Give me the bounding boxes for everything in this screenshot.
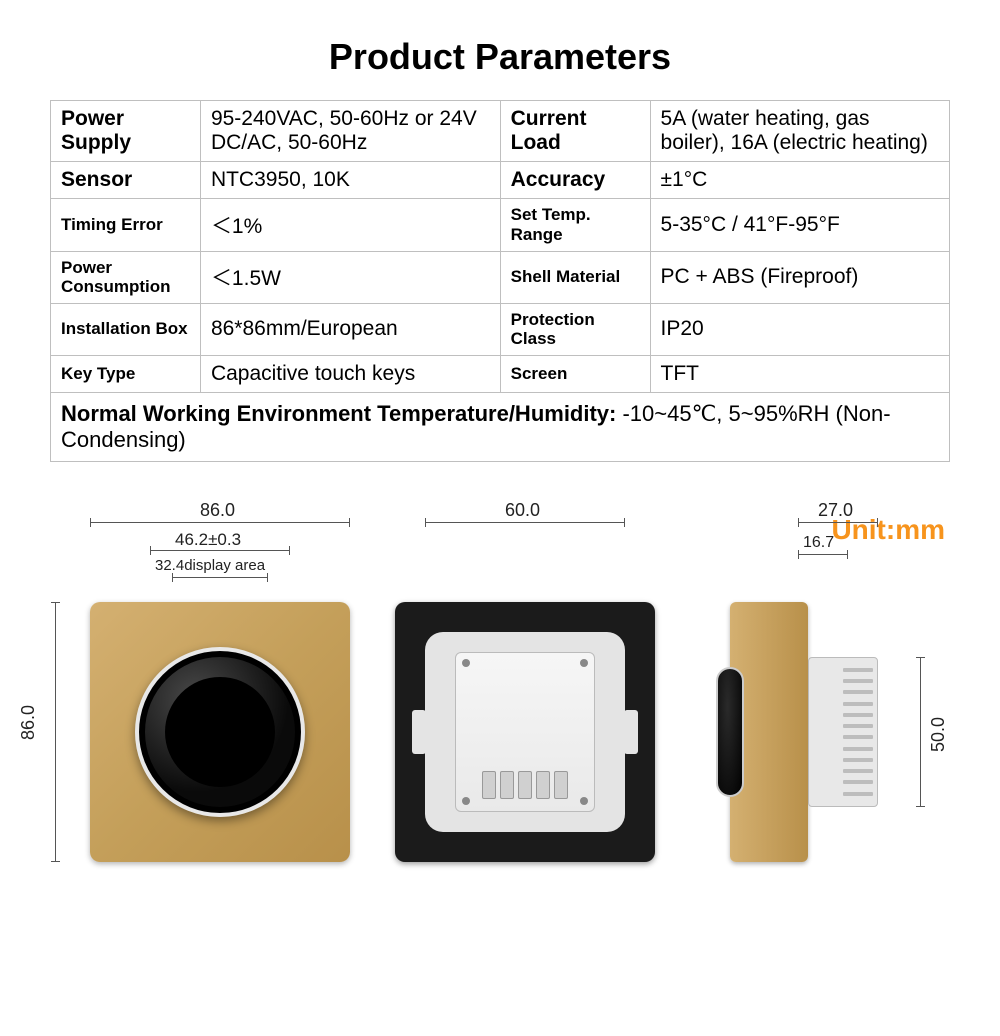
spec-value: PC + ABS (Fireproof) — [650, 251, 949, 303]
back-view — [395, 602, 655, 862]
spec-value: Capacitive touch keys — [200, 355, 500, 392]
spec-label: Power Consumption — [51, 251, 201, 303]
dim-front-width — [90, 522, 350, 523]
spec-label: Timing Error — [51, 199, 201, 251]
dim-back-width — [425, 522, 625, 523]
dim-side-total-label: 27.0 — [818, 500, 853, 521]
knob-icon — [135, 647, 305, 817]
spec-value: 86*86mm/European — [200, 303, 500, 355]
spec-value: 95-240VAC, 50-60Hz or 24V DC/AC, 50-60Hz — [200, 101, 500, 162]
dimension-diagrams: Unit:mm 86.0 46.2±0.3 32.4display area 8… — [0, 492, 1000, 972]
dim-side-total — [798, 522, 878, 523]
spec-value: IP20 — [650, 303, 949, 355]
side-view — [730, 602, 880, 862]
spec-label: Key Type — [51, 355, 201, 392]
front-view — [90, 602, 350, 862]
dim-back-width-label: 60.0 — [505, 500, 540, 521]
dim-side-face-label: 16.7 — [803, 534, 834, 552]
table-row: Power Supply95-240VAC, 50-60Hz or 24V DC… — [51, 101, 950, 162]
spec-label: Sensor — [51, 162, 201, 199]
spec-label: Current Load — [500, 101, 650, 162]
side-knob — [716, 667, 744, 797]
dim-front-display-label: 32.4display area — [155, 557, 265, 574]
table-row: Key TypeCapacitive touch keysScreenTFT — [51, 355, 950, 392]
dim-front-width-label: 86.0 — [200, 500, 235, 521]
side-body — [808, 657, 878, 807]
spec-value: ＜1% — [200, 199, 500, 251]
table-row: Installation Box86*86mm/EuropeanProtecti… — [51, 303, 950, 355]
spec-value: 5A (water heating, gas boiler), 16A (ele… — [650, 101, 949, 162]
dim-front-inner — [150, 550, 290, 551]
dim-front-display — [172, 577, 268, 578]
spec-label: Power Supply — [51, 101, 201, 162]
table-row: Timing Error＜1%Set Temp. Range5-35°C / 4… — [51, 199, 950, 251]
spec-label: Screen — [500, 355, 650, 392]
spec-label: Protection Class — [500, 303, 650, 355]
spec-label: Set Temp. Range — [500, 199, 650, 251]
dim-side-face — [798, 554, 848, 555]
spec-label: Shell Material — [500, 251, 650, 303]
footer-label: Normal Working Environment Temperature/H… — [61, 401, 622, 426]
spec-value: NTC3950, 10K — [200, 162, 500, 199]
spec-value: 5-35°C / 41°F-95°F — [650, 199, 949, 251]
dim-front-height — [55, 602, 56, 862]
dim-front-height-label: 86.0 — [18, 705, 39, 740]
spec-footer-row: Normal Working Environment Temperature/H… — [51, 392, 950, 461]
dim-front-inner-label: 46.2±0.3 — [175, 530, 241, 550]
spec-label: Installation Box — [51, 303, 201, 355]
dim-side-body-height-label: 50.0 — [928, 717, 949, 752]
spec-value: TFT — [650, 355, 949, 392]
spec-value: ＜1.5W — [200, 251, 500, 303]
page-title: Product Parameters — [0, 36, 1000, 78]
dim-side-body-height — [920, 657, 921, 807]
table-row: SensorNTC3950, 10KAccuracy±1°C — [51, 162, 950, 199]
table-row: Power Consumption＜1.5WShell MaterialPC +… — [51, 251, 950, 303]
spec-value: ±1°C — [650, 162, 949, 199]
spec-label: Accuracy — [500, 162, 650, 199]
spec-table: Power Supply95-240VAC, 50-60Hz or 24V DC… — [50, 100, 950, 462]
vents-icon — [843, 668, 873, 796]
back-panel — [455, 652, 595, 812]
terminal-block — [482, 771, 568, 799]
